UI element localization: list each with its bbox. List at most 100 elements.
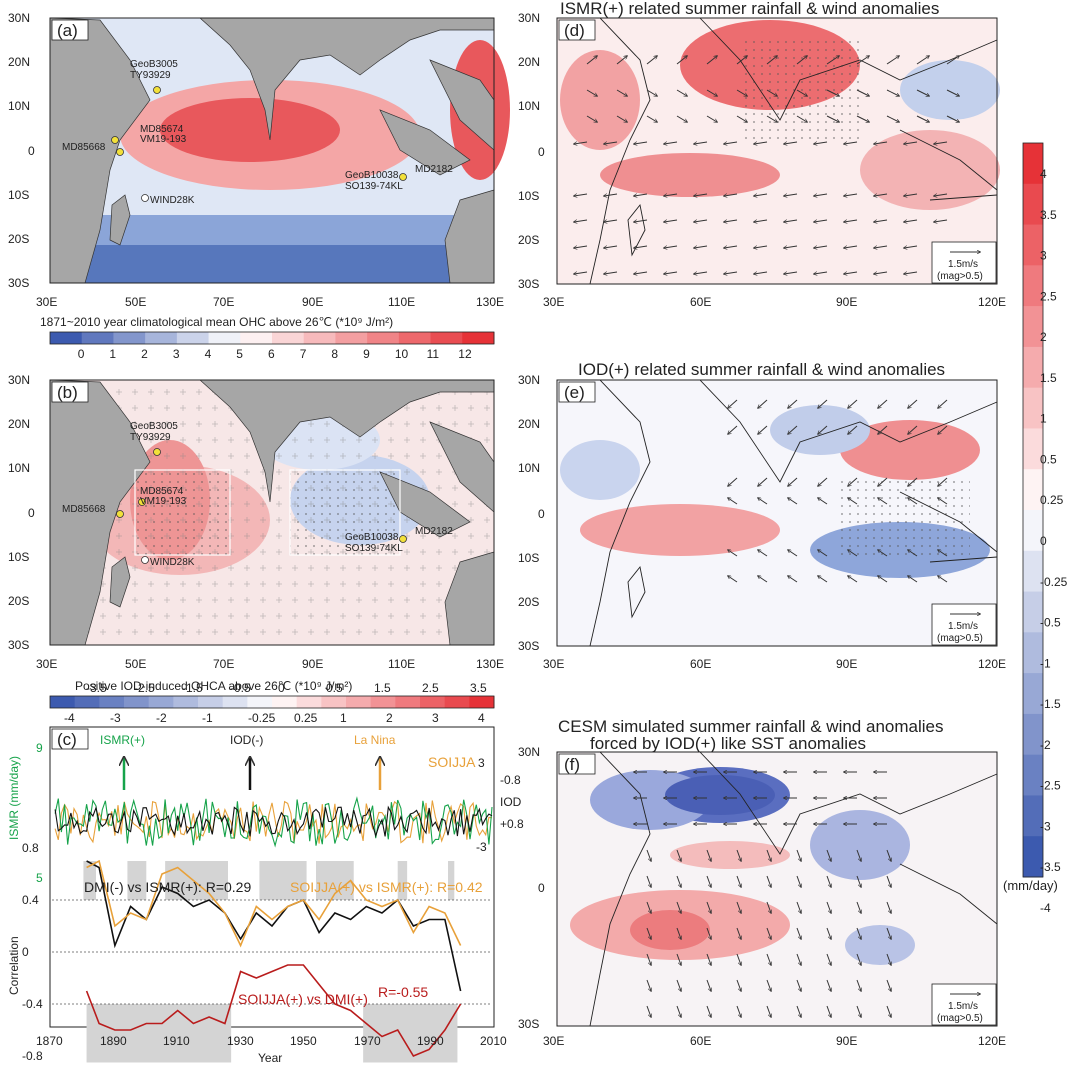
colorbar-tick-label: 2.5	[422, 681, 439, 695]
site-label: GeoB10038	[345, 532, 399, 543]
wind-vector	[916, 56, 929, 65]
wind-vector	[724, 271, 738, 274]
colorbar-tick-label: 5	[236, 347, 243, 361]
y-tick-label: 30N	[518, 373, 540, 387]
colorbar-bin	[1023, 754, 1043, 796]
wind-vector	[796, 875, 801, 887]
wind-vector	[736, 1005, 741, 1017]
panel-f-xticks: 30E 60E 90E 120E	[543, 1034, 1006, 1048]
wind-vector	[886, 901, 891, 913]
wind-vector	[886, 927, 891, 939]
colorbar-bin	[1023, 673, 1043, 715]
wind-vector	[766, 849, 771, 861]
x-tick-label: 1990	[417, 1034, 444, 1048]
x-tick-label: 30E	[543, 657, 564, 671]
panel-b-west-box	[134, 469, 231, 556]
colorbar-frame	[49, 695, 495, 709]
site-label: TY93929	[130, 70, 171, 81]
wind-vector	[736, 56, 747, 65]
wind-vector	[728, 498, 738, 505]
y-tick-label: 30S	[518, 1017, 539, 1031]
wind-reference-note: (mag>0.5)	[937, 271, 983, 282]
colorbar-tick-label: 2.5	[1040, 289, 1057, 303]
panel-e-warm-ne	[840, 420, 980, 480]
panel-e-wind-vectors	[728, 399, 948, 583]
colorbar-tick-label: 4	[478, 711, 485, 725]
panel-f-warm-core	[630, 910, 710, 950]
wind-vector	[676, 56, 687, 65]
y-tick-label: 20S	[8, 232, 29, 246]
wind-reference-speed: 1.5m/s	[948, 259, 978, 270]
wind-vector	[946, 115, 959, 122]
wind-vector	[604, 245, 618, 248]
x-tick-label: 110E	[388, 657, 415, 671]
panel-e-xticks: 30E 60E 90E 120E	[543, 657, 1006, 671]
wind-vector	[736, 849, 741, 861]
colorbar-frame	[1022, 142, 1044, 878]
wind-vector	[856, 56, 869, 65]
site-label: MD85668	[62, 504, 106, 515]
panel-a-colorbar: 0 1 2 3 4 5 6 7 8 9 10 11 12	[49, 331, 495, 361]
shaded-period	[83, 861, 96, 900]
wind-vector	[826, 115, 839, 122]
panel-e-frame	[556, 379, 998, 647]
colorbar-bin	[99, 696, 125, 708]
panel-a-sumatra	[379, 109, 471, 176]
y-tick-label: 20S	[8, 594, 29, 608]
colorbar-bin	[198, 696, 224, 708]
wind-vector	[766, 89, 777, 96]
x-tick-label: 2010	[480, 1034, 507, 1048]
wind-vector	[676, 927, 681, 939]
wind-vector	[676, 849, 681, 861]
right-axis-label: -3	[476, 840, 487, 854]
panel-e: (e) IOD(+) related summer rainfall & win…	[518, 360, 1006, 671]
x-tick-label: 60E	[690, 1034, 711, 1048]
panel-d-stipple	[740, 40, 860, 140]
soi-label: SOIJJA	[428, 754, 476, 770]
x-tick-label: 70E	[213, 295, 234, 309]
site-marker	[153, 86, 161, 94]
wind-vector	[736, 927, 741, 939]
wind-vector	[758, 576, 768, 583]
panel-b-colorbar: -3.5 -2.5 -1.5 -0.5 0 0.5 1.5 2.5 3.5 -4 -3 -2 -1 -0.…	[49, 681, 495, 725]
y-tick-label: 20N	[518, 55, 540, 69]
wind-vector	[728, 550, 738, 557]
y-tick-label: 10N	[518, 99, 540, 113]
x-tick-label: 60E	[690, 295, 711, 309]
wind-vector	[946, 56, 959, 65]
wind-vector	[758, 399, 768, 408]
colorbar-tick-label: -2.5	[134, 681, 155, 695]
correlation-line	[85, 964, 462, 1058]
wind-vector	[938, 498, 948, 505]
colorbar-tick-label: 4	[205, 347, 212, 361]
wind-vector	[844, 245, 858, 248]
y-tick-label: -0.8	[22, 1049, 43, 1063]
shaded-period	[127, 861, 147, 900]
colorbar-bin	[148, 696, 174, 708]
wind-vector	[856, 953, 861, 965]
site-label: GeoB3005	[130, 59, 178, 70]
panel-f-cool-se	[845, 925, 915, 965]
correlation-axis-label: Correlation	[7, 936, 21, 995]
corr-label-soi-ismr: SOIJJA(+) vs ISMR(+): R=0.42	[290, 879, 483, 895]
colorbar-tick-label: -3.5	[86, 681, 107, 695]
right-colorbar: 4 3.5 3 2.5 2 1.5 1 0.5 0.25 0 -0.25 -0.5 -1 -1.5 -2 -2…	[1022, 142, 1068, 915]
wind-vector	[766, 953, 771, 965]
colorbar-tick-label: -4	[64, 711, 75, 725]
wind-vector	[758, 477, 768, 486]
wind-vector	[646, 953, 651, 965]
wind-vector	[856, 115, 869, 122]
wind-vector	[694, 141, 708, 144]
wind-vector	[736, 979, 741, 991]
wind-vector	[916, 89, 929, 96]
corr-label-soi-dmi-r: R=-0.55	[378, 984, 428, 1000]
panel-d-warm-west	[560, 50, 640, 150]
wind-vector	[574, 141, 588, 144]
wind-vector	[724, 245, 738, 248]
colorbar-tick-label: 0	[278, 681, 285, 695]
wind-vector	[766, 875, 771, 887]
wind-vector	[694, 193, 708, 196]
wind-vector	[664, 219, 678, 222]
y-tick-label: 30S	[518, 639, 539, 653]
colorbar-bin	[1023, 795, 1043, 837]
